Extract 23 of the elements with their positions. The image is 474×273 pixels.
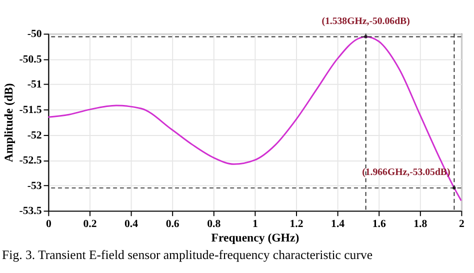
x-tick-label: 0.6 <box>166 218 180 230</box>
y-tick-label: -51 <box>27 78 42 91</box>
x-tick-label: 0.8 <box>207 218 222 230</box>
x-axis-title: Frequency (GHz) <box>211 230 300 245</box>
x-tick-label: 0 <box>46 218 52 230</box>
x-tick-label: 1 <box>252 218 258 230</box>
y-tick-label: -50 <box>27 28 42 40</box>
y-tick-label: -52 <box>27 129 42 142</box>
x-tick-label: 0.4 <box>124 218 139 230</box>
y-axis-title: Amplitude (dB) <box>1 83 16 162</box>
annotation: (1.538GHz,-50.06dB) <box>322 16 410 27</box>
x-tick-label: 1.8 <box>414 218 428 230</box>
y-tick-label: -50.5 <box>19 53 42 66</box>
x-tick-label: 0.2 <box>83 218 97 230</box>
x-tick-label: 1.4 <box>331 218 346 230</box>
y-tick-label: -52.5 <box>19 154 42 167</box>
y-tick-label: -51.5 <box>19 104 42 116</box>
y-tick-label: -53.5 <box>19 205 42 218</box>
x-tick-label: 1.2 <box>290 218 304 230</box>
caption: Fig. 3. Transient E-field sensor amplitude-frequency characteristic curve <box>2 248 373 262</box>
x-tick-label: 2 <box>459 218 464 230</box>
y-tick-label: -53 <box>27 180 42 192</box>
x-tick-label: 1.6 <box>372 218 386 230</box>
